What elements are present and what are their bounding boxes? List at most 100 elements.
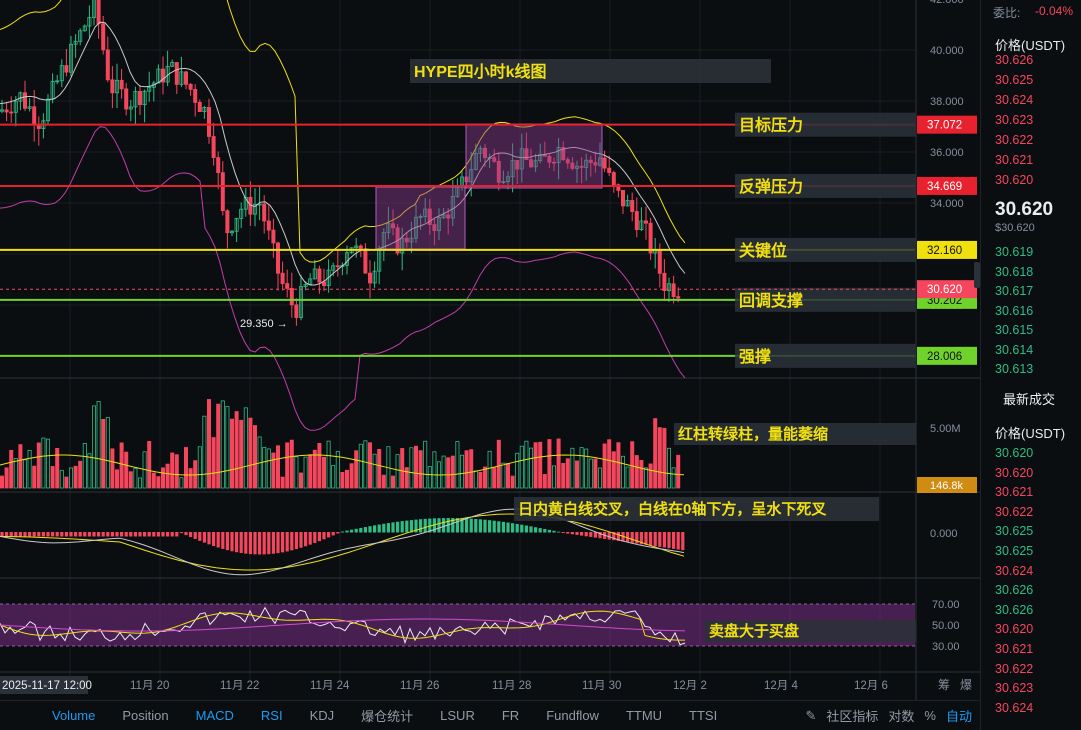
- macd-bar: [534, 527, 538, 533]
- volume-bar: [621, 455, 626, 489]
- macd-bar: [363, 527, 367, 533]
- bid-row[interactable]: 30.615: [995, 323, 1034, 337]
- log-scale-button[interactable]: 对数: [888, 709, 915, 724]
- volume-bar: [579, 447, 584, 489]
- mid-price: 30.620: [995, 199, 1054, 220]
- volume-bar: [390, 475, 395, 489]
- time-axis-label: 11月 24: [310, 680, 350, 692]
- tab-liquidation[interactable]: 爆仓统计: [361, 709, 414, 724]
- tab-rsi[interactable]: RSI: [260, 708, 283, 723]
- macd-bar: [41, 532, 45, 537]
- bid-row[interactable]: 30.619: [995, 245, 1034, 259]
- ask-row[interactable]: 30.621: [995, 153, 1034, 167]
- trade-row[interactable]: 30.620: [995, 446, 1034, 460]
- macd-bar: [676, 532, 680, 550]
- macd-bar: [28, 532, 32, 537]
- volume-bar: [354, 450, 359, 489]
- tab-ttsi[interactable]: TTSI: [689, 708, 718, 723]
- volume-bar: [41, 437, 46, 489]
- candle-body: [317, 268, 322, 283]
- candle-body: [133, 91, 138, 108]
- volume-bar: [575, 460, 580, 489]
- bid-row[interactable]: 30.616: [995, 303, 1034, 318]
- bid-row[interactable]: 30.613: [995, 362, 1034, 376]
- auto-scale-button[interactable]: 自动: [945, 709, 972, 724]
- trade-row[interactable]: 30.622: [995, 504, 1034, 519]
- tab-kdj[interactable]: KDJ: [309, 708, 335, 723]
- volume-bar: [289, 439, 294, 489]
- trade-row[interactable]: 30.620: [995, 465, 1034, 480]
- volume-bar: [648, 463, 653, 489]
- ask-row[interactable]: 30.626: [995, 53, 1034, 67]
- trade-row[interactable]: 30.621: [995, 642, 1034, 656]
- trade-row[interactable]: 30.620: [995, 622, 1034, 637]
- trade-row[interactable]: 30.622: [995, 661, 1034, 676]
- volume-bar: [344, 469, 349, 489]
- ask-row[interactable]: 30.623: [995, 113, 1034, 127]
- volume-bar: [377, 448, 382, 489]
- panel-resize-handle[interactable]: [974, 262, 980, 288]
- volume-bar: [653, 418, 658, 489]
- candle-body: [676, 296, 681, 299]
- candle-body: [294, 304, 299, 318]
- ask-row[interactable]: 30.625: [995, 73, 1034, 87]
- candle-body: [363, 249, 368, 274]
- volume-bar: [363, 440, 368, 489]
- volume-bar: [197, 446, 202, 489]
- time-axis-label: 11月 28: [492, 680, 531, 692]
- tab-ttmu[interactable]: TTMU: [625, 708, 663, 723]
- trade-row[interactable]: 30.624: [995, 700, 1034, 715]
- trade-row[interactable]: 30.624: [995, 563, 1034, 578]
- candle-body: [630, 200, 635, 212]
- volume-bar: [409, 447, 414, 489]
- trade-row[interactable]: 30.625: [995, 524, 1034, 539]
- bid-row[interactable]: 30.618: [995, 264, 1034, 279]
- percent-scale-button[interactable]: %: [924, 708, 936, 723]
- trade-row[interactable]: 30.626: [995, 583, 1034, 598]
- macd-bar: [681, 532, 685, 551]
- edit-icon[interactable]: ✎: [805, 707, 817, 723]
- bid-row[interactable]: 30.617: [995, 284, 1034, 298]
- macd-bar: [193, 532, 197, 539]
- tab-macd[interactable]: MACD: [195, 708, 234, 723]
- volume-bar: [616, 442, 621, 489]
- tab-fundflow[interactable]: Fundflow: [546, 708, 599, 723]
- volume-bar: [349, 463, 354, 489]
- level-label-box: [735, 237, 916, 262]
- ask-row[interactable]: 30.622: [995, 133, 1034, 147]
- volume-bar: [303, 456, 308, 489]
- trade-row[interactable]: 30.626: [995, 602, 1034, 617]
- ask-row[interactable]: 30.624: [995, 93, 1034, 107]
- indicator-tab-bar: Volume Position MACD RSI KDJ 爆仓统计 LSUR F…: [0, 700, 980, 730]
- community-indicators-button[interactable]: 社区指标: [826, 709, 879, 724]
- volume-bar: [59, 469, 64, 489]
- macd-bar: [409, 520, 413, 533]
- tab-position[interactable]: Position: [122, 708, 169, 723]
- macd-bar: [184, 532, 188, 536]
- volume-bar: [662, 427, 667, 489]
- trade-row[interactable]: 30.621: [995, 485, 1034, 500]
- trade-row[interactable]: 30.623: [995, 681, 1034, 696]
- volume-bar: [22, 459, 27, 489]
- bid-row[interactable]: 30.614: [995, 342, 1034, 357]
- chart-area[interactable]: 42.00040.00038.00036.00034.00032.00030.0…: [0, 0, 980, 700]
- trade-row[interactable]: 30.625: [995, 544, 1034, 558]
- mid-price-usd: $30.620: [995, 222, 1035, 234]
- kline-chart[interactable]: 42.00040.00038.00036.00034.00032.00030.0…: [0, 0, 980, 700]
- current-price-tag: [917, 280, 977, 299]
- volume-bar: [206, 399, 211, 489]
- macd-bar: [488, 520, 492, 533]
- tab-fr[interactable]: FR: [501, 708, 520, 723]
- macd-bar: [340, 531, 344, 533]
- price-axis-label: 40.000: [930, 45, 964, 57]
- candle-body: [423, 208, 428, 217]
- tab-lsur[interactable]: LSUR: [440, 708, 475, 723]
- volume-bar: [234, 411, 239, 489]
- tab-volume[interactable]: Volume: [52, 708, 96, 723]
- ask-row[interactable]: 30.620: [995, 173, 1034, 187]
- candle-body: [119, 79, 124, 90]
- candle-body: [96, 0, 101, 25]
- candle-body: [285, 283, 290, 289]
- time-axis-label: 11月 22: [220, 680, 259, 692]
- volume-bar: [492, 467, 497, 489]
